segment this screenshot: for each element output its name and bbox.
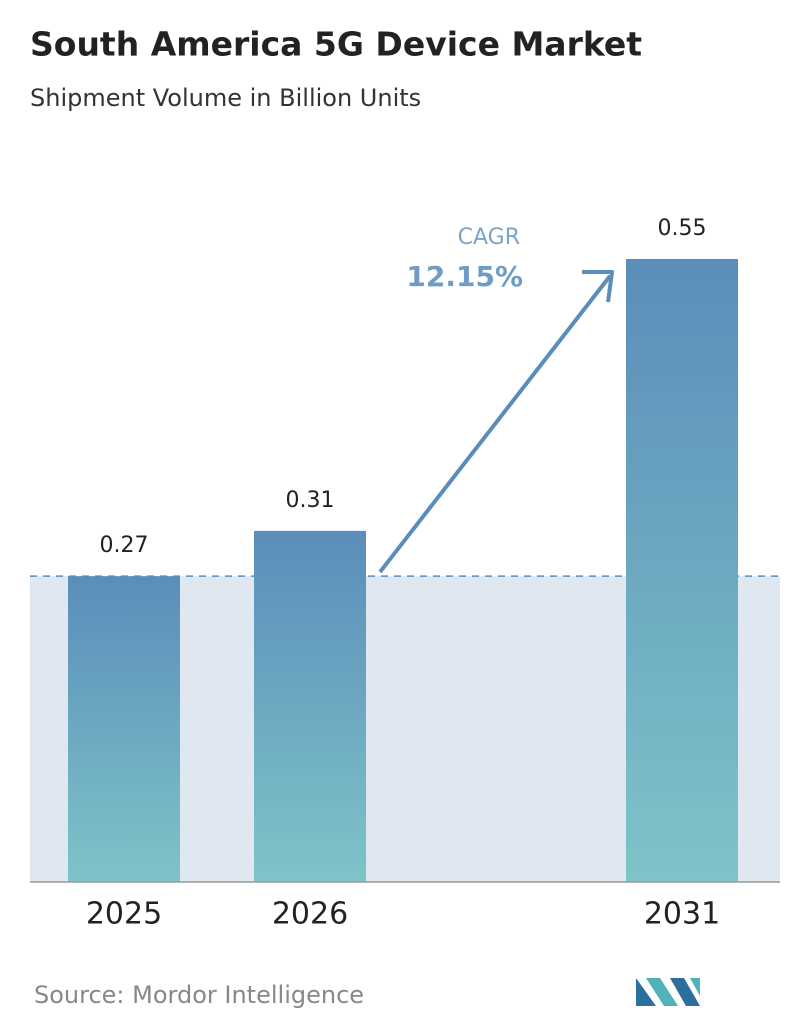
bar <box>626 259 738 882</box>
bar <box>68 576 180 882</box>
chart-title: South America 5G Device Market <box>30 25 642 64</box>
cagr-arrowhead <box>582 270 614 303</box>
bar <box>254 530 366 882</box>
cagr-label: CAGR <box>458 225 520 250</box>
x-tick-label: 2031 <box>644 897 720 932</box>
source: Source: Mordor Intelligence <box>34 981 364 1009</box>
x-tick-label: 2025 <box>86 897 162 932</box>
chart-subtitle: Shipment Volume in Billion Units <box>30 84 421 112</box>
data-label: 0.31 <box>286 488 335 513</box>
cagr-arrow <box>378 274 612 574</box>
data-label: 0.55 <box>658 216 707 241</box>
logo <box>636 978 700 1006</box>
data-label: 0.27 <box>100 533 149 558</box>
cagr-value: 12.15% <box>406 260 523 293</box>
x-tick-label: 2026 <box>272 897 348 932</box>
plot-area: 0.27 2025 0.31 2026 0.55 2031 <box>30 216 780 932</box>
